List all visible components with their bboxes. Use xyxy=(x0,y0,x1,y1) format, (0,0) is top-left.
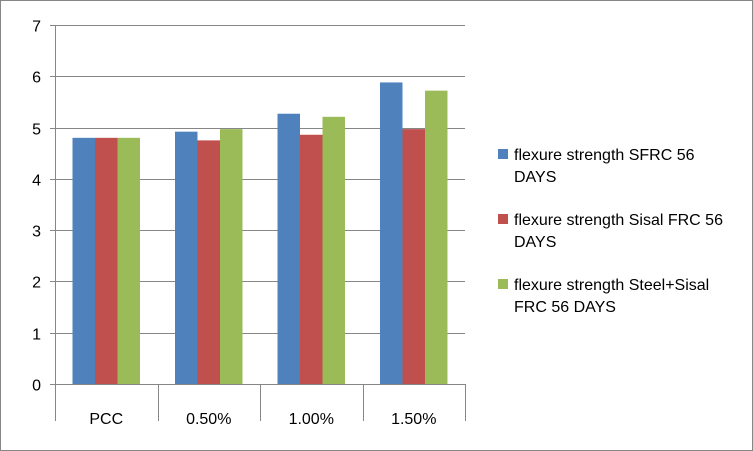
bar-3-1 xyxy=(402,129,425,384)
x-tick-label: PCC xyxy=(89,411,123,428)
legend-swatch xyxy=(498,149,508,159)
y-tick-label: 7 xyxy=(32,19,41,36)
legend-entry-label: flexure strength SFRC 56 DAYS xyxy=(514,147,695,186)
y-tick-labels: 0 1 2 3 4 5 6 7 xyxy=(32,19,41,395)
bar-1-1 xyxy=(197,140,220,384)
bar-3-0 xyxy=(380,82,403,384)
y-tick-label: 6 xyxy=(32,70,41,87)
bars xyxy=(72,82,448,385)
bar-0-0 xyxy=(72,137,95,384)
bar-3-2 xyxy=(425,90,448,384)
x-tick-label: 1.00% xyxy=(289,411,334,428)
y-tick-label: 5 xyxy=(32,122,41,139)
x-tick-label: 1.50% xyxy=(391,411,436,428)
x-tick-labels: PCC 0.50% 1.00% 1.50% xyxy=(89,411,436,428)
legend-entry-label: flexure strength Steel+Sisal FRC 56 DAYS xyxy=(514,277,709,316)
bar-2-1 xyxy=(300,134,323,384)
legend: flexure strength SFRC 56 DAYS flexure stre… xyxy=(498,147,723,316)
y-tick-label: 4 xyxy=(32,173,41,190)
bar-2-2 xyxy=(322,116,345,385)
y-tick-label: 0 xyxy=(32,378,41,395)
legend-swatch xyxy=(498,279,508,289)
legend-swatch xyxy=(498,214,508,224)
y-tick-label: 1 xyxy=(32,327,41,344)
bar-0-2 xyxy=(117,137,140,384)
y-tick-label: 2 xyxy=(32,275,41,292)
bar-2-0 xyxy=(277,113,300,384)
y-tick-label: 3 xyxy=(32,224,41,241)
bar-1-0 xyxy=(175,131,198,384)
axes xyxy=(50,25,466,421)
bar-0-1 xyxy=(95,137,118,384)
x-tick-label: 0.50% xyxy=(186,411,231,428)
bar-1-2 xyxy=(220,129,243,384)
legend-entry-label: flexure strength Sisal FRC 56 DAYS xyxy=(514,212,723,251)
